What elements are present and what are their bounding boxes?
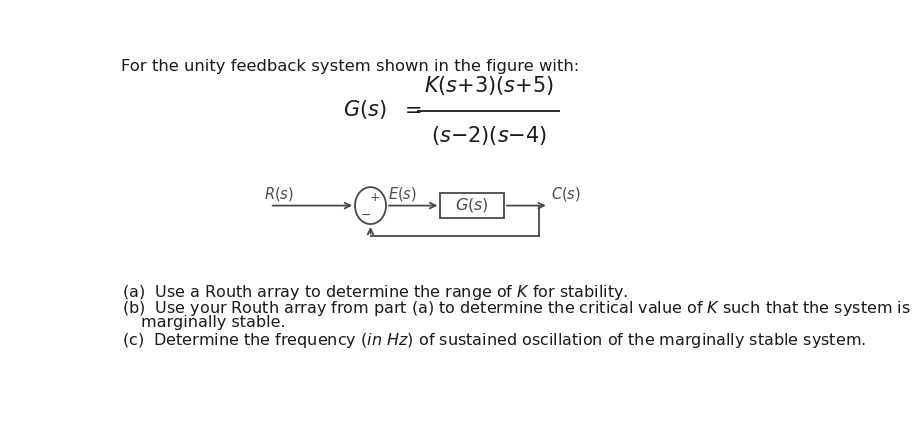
Text: $G(s)$: $G(s)$	[343, 98, 386, 121]
Text: $(s{-}2)(s{-}4)$: $(s{-}2)(s{-}4)$	[431, 124, 547, 147]
Text: (c)  Determine the frequency $(in\ Hz)$ of sustained oscillation of the marginal: (c) Determine the frequency $(in\ Hz)$ o…	[122, 331, 867, 350]
Text: (b)  Use your Routh array from part (a) to determine the critical value of $K$ s: (b) Use your Routh array from part (a) t…	[122, 299, 912, 318]
Text: $K(s{+}3)(s{+}5)$: $K(s{+}3)(s{+}5)$	[424, 74, 554, 97]
Text: $G(s)$: $G(s)$	[455, 196, 489, 214]
FancyBboxPatch shape	[441, 193, 504, 218]
Text: $C(s)$: $C(s)$	[551, 184, 581, 203]
Text: $=$: $=$	[400, 99, 421, 120]
Text: $-$: $-$	[360, 208, 372, 221]
Text: $E(s)$: $E(s)$	[387, 184, 417, 203]
Text: $R(s)$: $R(s)$	[264, 184, 294, 203]
Text: (a)  Use a Routh array to determine the range of $K$ for stability.: (a) Use a Routh array to determine the r…	[122, 283, 629, 301]
Text: +: +	[370, 191, 380, 204]
Text: marginally stable.: marginally stable.	[141, 315, 285, 330]
Text: For the unity feedback system shown in the figure with:: For the unity feedback system shown in t…	[121, 59, 579, 74]
